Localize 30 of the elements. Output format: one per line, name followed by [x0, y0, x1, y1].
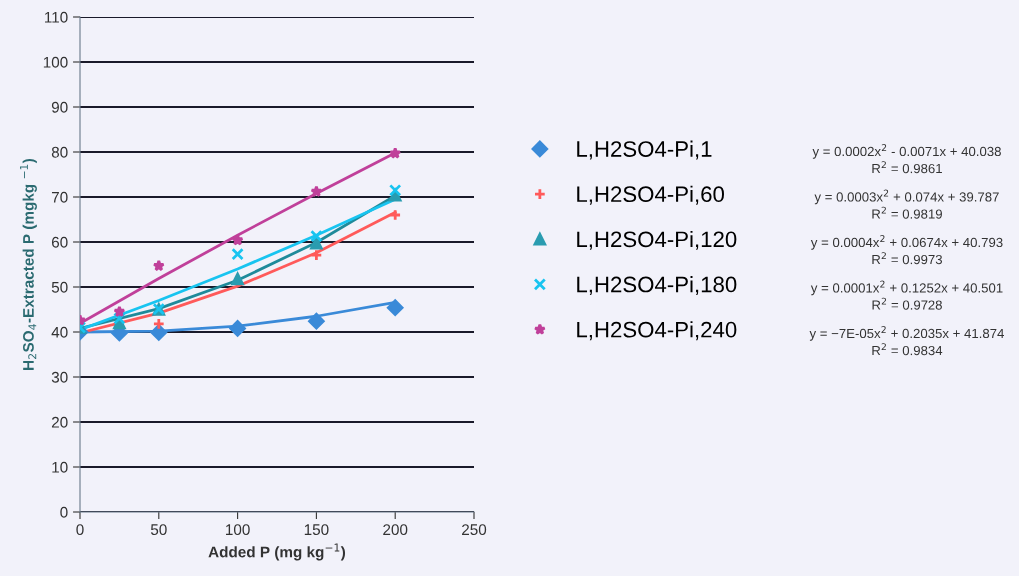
text: y = 0.0003x$^{2}$ + 0.074x + 39.787 R$^{2}$ = 0.9819	[814, 189, 999, 219]
y-tick-label: 20	[51, 416, 68, 428]
text: y = 0.0004x$^{2}$ + 0.0674x + 40.793 R$^{2}$ = 0.9973	[810, 235, 1003, 265]
y-tick-label: 10	[52, 461, 68, 473]
legend-label: L,H2SO4-Pi,120	[577, 230, 737, 250]
y-tick-label: 110	[45, 11, 68, 23]
text: y = 0.0002x$^{2}$ - 0.0071x + 40.038 R$^{2}$ = 0.9861	[812, 144, 1001, 174]
x-tick-label: 0	[76, 524, 84, 536]
y-tick-label: 40	[51, 326, 68, 338]
y-tick-label: 0	[60, 506, 68, 518]
text: y = 0.0001x$^{2}$ + 0.1252x + 40.501 R$^{2}$ = 0.9728	[810, 280, 1003, 310]
y-tick-label: 100	[43, 56, 68, 68]
x-tick-label: 150	[304, 524, 329, 536]
text: y = −7E-05x$^{2}$ + 0.2035x + 41.874 R$^{2}$ = 0.9834	[809, 326, 1004, 356]
y-tick-label: 70	[51, 191, 68, 203]
legend-label: L,H2SO4-Pi,60	[577, 185, 725, 205]
legend-label: L,H2SO4-Pi,1	[577, 140, 712, 160]
y-tick-label: 80	[51, 146, 68, 158]
x-tick-label: 50	[150, 524, 167, 536]
y-tick-label: 50	[51, 281, 68, 293]
y-tick-label: 60	[51, 236, 68, 248]
legend-label: L,H2SO4-Pi,180	[577, 276, 737, 295]
x-tick-label: 250	[462, 524, 487, 536]
y-axis-title: H$_{2}$SO$_{4}$-Extracted P (mgkg $^{−1}$)	[20, 158, 37, 370]
x-tick-label: 200	[383, 524, 408, 536]
x-axis-title: Added P (mg kg$^{−1}$)	[208, 543, 346, 561]
legend-label: L,H2SO4-Pi,240	[577, 321, 737, 341]
y-tick-label: 90	[51, 101, 68, 113]
y-tick-label: 30	[51, 371, 68, 383]
x-tick-label: 100	[226, 524, 250, 536]
